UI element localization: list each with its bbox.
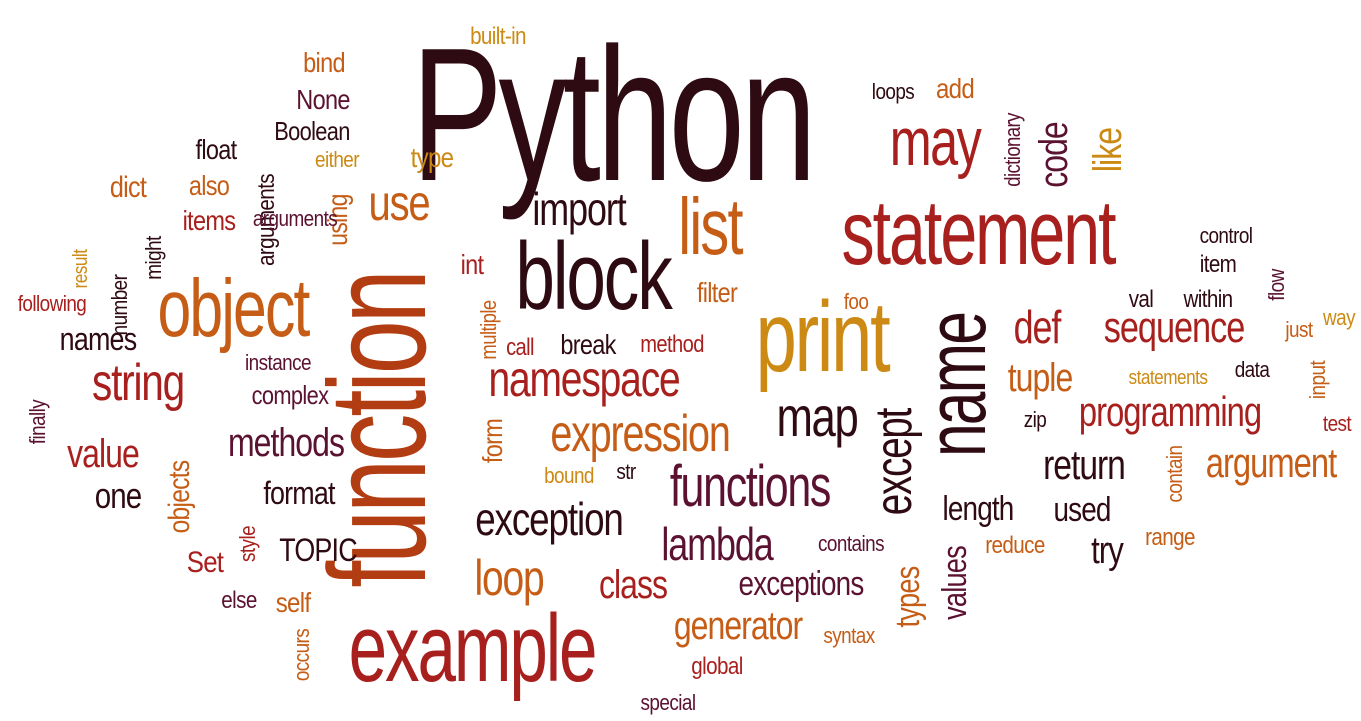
word-generator: generator (673, 604, 803, 648)
word-syntax: syntax (823, 623, 875, 648)
word-call: call (506, 334, 534, 361)
word-reduce: reduce (985, 532, 1045, 559)
word-boolean: Boolean (274, 116, 350, 146)
word-number: number (107, 274, 132, 336)
word-might: might (141, 236, 166, 280)
word-topic: TOPIC (279, 532, 357, 568)
word-names: names (59, 321, 137, 357)
word-bound: bound (544, 463, 594, 488)
word-zip: zip (1023, 407, 1047, 432)
word-python: Python (411, 9, 816, 221)
word-string: string (92, 354, 185, 412)
word-int: int (460, 249, 484, 280)
word-dict: dict (109, 171, 147, 204)
word-code: code (1032, 122, 1076, 188)
word-data: data (1234, 357, 1270, 382)
word-method: method (640, 331, 704, 358)
word-just: just (1285, 317, 1313, 342)
word-like: like (1086, 127, 1130, 173)
word-example: example (348, 595, 598, 702)
word-return: return (1043, 441, 1126, 488)
word-complex: complex (251, 380, 329, 410)
word-form: form (477, 418, 508, 464)
word-statement: statement (841, 182, 1117, 284)
word-exception: exception (475, 493, 624, 545)
word-used: used (1053, 491, 1111, 529)
word-str: str (616, 459, 636, 484)
word-items: items (182, 205, 236, 236)
word-range: range (1145, 524, 1195, 551)
word-functions: functions (669, 454, 831, 519)
word-value: value (67, 432, 140, 476)
word-except: except (865, 408, 923, 516)
word-lambda: lambda (661, 518, 773, 570)
word-argument: argument (1205, 439, 1338, 486)
word-tuple: tuple (1007, 356, 1074, 400)
word-methods: methods (227, 421, 345, 465)
word-global: global (691, 653, 743, 680)
word-def: def (1013, 301, 1062, 353)
word-control: control (1199, 223, 1253, 248)
word-may: may (889, 104, 982, 180)
word-occurs: occurs (289, 628, 314, 682)
word-following: following (17, 291, 87, 316)
word-dictionary: dictionary (1000, 113, 1025, 187)
word-built-in: built-in (470, 23, 526, 50)
word-format: format (263, 475, 335, 511)
word-input: input (1305, 360, 1330, 400)
word-namespace: namespace (488, 351, 680, 407)
word-values: values (936, 546, 974, 620)
word-exceptions: exceptions (738, 565, 865, 603)
word-test: test (1322, 411, 1352, 436)
word-length: length (942, 490, 1015, 528)
word-arguments: arguments (252, 206, 338, 231)
word-self: self (275, 587, 311, 618)
word-use: use (368, 175, 431, 231)
word-also: also (188, 170, 230, 201)
word-loop: loop (474, 550, 544, 606)
word-else: else (221, 587, 257, 614)
word-class: class (598, 563, 668, 607)
word-block: block (515, 223, 672, 330)
word-within: within (1183, 286, 1233, 313)
word-type: type (410, 142, 454, 173)
word-sequence: sequence (1103, 303, 1246, 352)
word-way: way (1323, 305, 1356, 330)
word-print: print (755, 281, 891, 393)
word-style: style (235, 525, 260, 563)
word-multiple: multiple (476, 300, 501, 360)
word-objects: objects (163, 460, 196, 534)
word-loops: loops (871, 79, 915, 104)
word-contain: contain (1162, 445, 1187, 503)
word-float: float (195, 134, 238, 165)
word-statements: statements (1128, 367, 1208, 389)
word-special: special (640, 690, 696, 715)
word-bind: bind (303, 47, 345, 78)
word-list: list (678, 182, 743, 271)
word-break: break (560, 329, 616, 360)
word-try: try (1091, 530, 1124, 572)
word-instance: instance (245, 350, 312, 375)
word-programming: programming (1078, 388, 1262, 435)
word-flow: flow (1264, 269, 1289, 301)
word-result: result (70, 249, 92, 289)
word-import: import (532, 183, 626, 235)
word-set: Set (186, 546, 224, 579)
word-name: name (909, 312, 1003, 458)
word-none: None (296, 84, 350, 115)
word-filter: filter (696, 277, 738, 308)
word-item: item (1199, 251, 1237, 278)
word-foo: foo (843, 289, 869, 314)
word-expression: expression (550, 405, 730, 463)
word-map: map (776, 385, 858, 448)
word-val: val (1128, 286, 1154, 313)
word-one: one (94, 475, 142, 516)
word-contains: contains (818, 531, 885, 556)
word-add: add (935, 73, 975, 104)
word-object: object (157, 263, 310, 354)
word-types: types (889, 566, 927, 628)
word-finally: finally (25, 399, 50, 445)
word-either: either (315, 147, 359, 172)
